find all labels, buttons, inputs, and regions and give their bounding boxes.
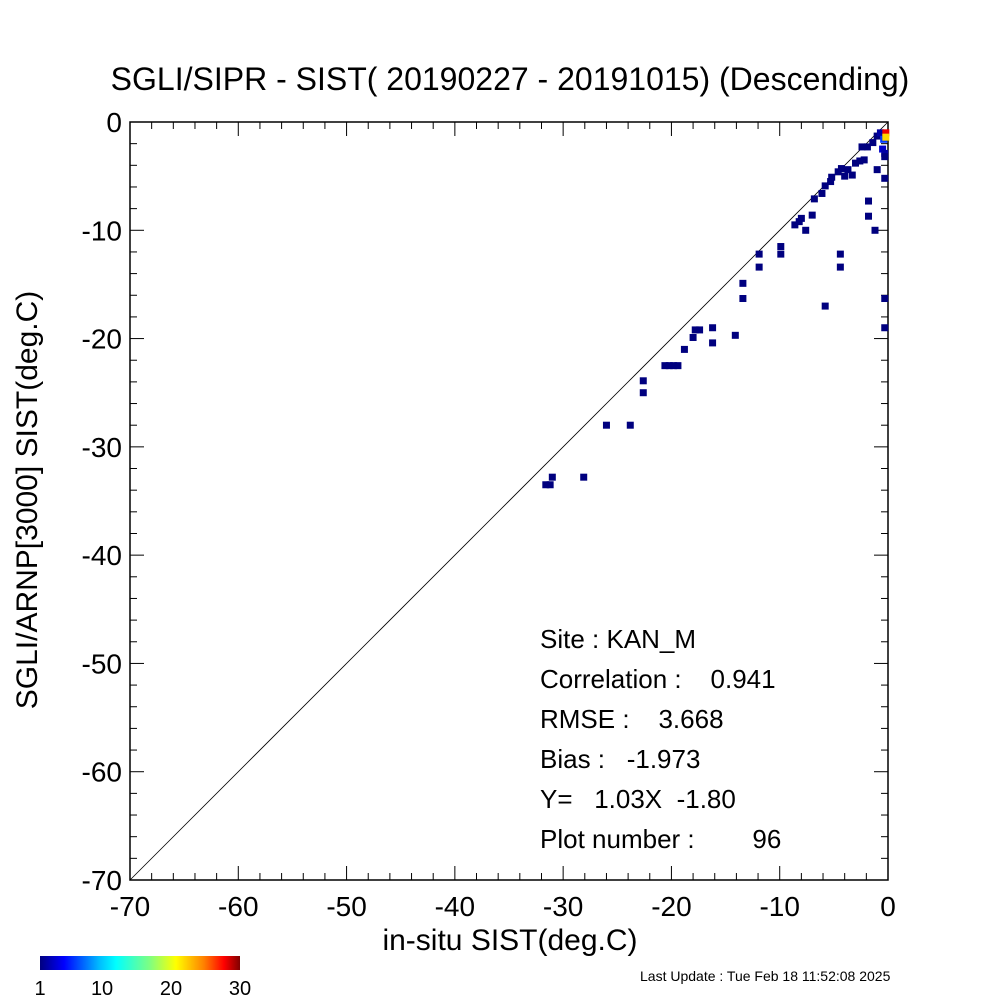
data-point [821, 302, 829, 310]
plot-area: -70 -60 -50 -40 -30 -20 -10 0 -70 -60 -50 -40 -30 -20… [82, 107, 896, 922]
data-point [873, 166, 881, 174]
data-point [777, 250, 785, 258]
equation-annotation: Y= 1.03X -1.80 [540, 784, 736, 814]
data-point [602, 421, 610, 429]
data-point [852, 159, 860, 167]
y-tick-label: 0 [106, 107, 122, 138]
data-point [828, 173, 836, 181]
y-tick-label: -60 [82, 757, 122, 788]
data-point [580, 473, 588, 481]
data-point [821, 182, 829, 190]
data-point [871, 226, 879, 234]
site-annotation: Site : KAN_M [540, 624, 696, 654]
data-point [876, 129, 884, 137]
x-tick-label: -60 [218, 891, 258, 922]
data-point [869, 139, 877, 147]
x-tick-label: -70 [110, 891, 150, 922]
data-point [808, 211, 816, 219]
data-point [696, 326, 704, 334]
data-point [882, 133, 890, 141]
data-point [802, 226, 810, 234]
one-to-one-line [129, 121, 889, 881]
data-point [639, 377, 647, 385]
data-point [709, 339, 717, 347]
x-tick-label: -20 [651, 891, 691, 922]
data-point [810, 195, 818, 203]
data-point [546, 481, 554, 489]
data-point [836, 250, 844, 258]
y-axis-label: SGLI/ARNP[3000] SIST(deg.C) [11, 291, 44, 710]
data-point [881, 295, 889, 303]
data-point [777, 243, 785, 251]
y-tick-label: -50 [82, 648, 122, 679]
data-point [626, 421, 634, 429]
annotation-block: Site : KAN_M Correlation : 0.941 RMSE : … [540, 624, 781, 854]
data-point [739, 295, 747, 303]
colorbar-ticks: 1 10 20 30 [34, 978, 251, 1000]
y-tick-label: -70 [82, 865, 122, 896]
data-point [881, 324, 889, 332]
colorbar [40, 956, 240, 970]
colorbar-tick-label: 30 [229, 978, 251, 1000]
data-point [856, 157, 864, 165]
colorbar-tick-label: 10 [91, 978, 113, 1000]
data-point [670, 362, 678, 370]
data-point [881, 174, 889, 182]
data-point [848, 171, 856, 179]
data-point [548, 473, 556, 481]
data-point [882, 129, 890, 137]
y-tick-label: -30 [82, 432, 122, 463]
colorbar-tick-label: 20 [160, 978, 182, 1000]
y-tick-label: -40 [82, 540, 122, 571]
data-point [881, 153, 889, 161]
x-axis-label: in-situ SIST(deg.C) [382, 924, 637, 957]
correlation-annotation: Correlation : 0.941 [540, 664, 776, 694]
x-tick-label: -50 [326, 891, 366, 922]
bias-annotation: Bias : -1.973 [540, 744, 700, 774]
data-point [639, 389, 647, 397]
plot-frame [129, 121, 889, 881]
data-point [844, 166, 852, 174]
data-point [865, 212, 873, 220]
data-point [860, 156, 868, 164]
data-point [665, 362, 673, 370]
plot-number-annotation: Plot number : 96 [540, 824, 781, 854]
data-point [661, 362, 669, 370]
y-tick-label: -20 [82, 324, 122, 355]
data-point [791, 221, 799, 229]
data-point [709, 324, 717, 332]
data-point [689, 333, 697, 341]
rmse-annotation: RMSE : 3.668 [540, 704, 724, 734]
data-point [680, 345, 688, 353]
data-point [691, 326, 699, 334]
data-point [818, 189, 826, 197]
data-point [837, 165, 845, 173]
data-point [739, 279, 747, 287]
data-point [755, 263, 763, 271]
x-tick-label: -10 [759, 891, 799, 922]
x-tick-label: -30 [543, 891, 583, 922]
data-point [755, 250, 763, 258]
x-tick-label: 0 [880, 891, 896, 922]
data-point [879, 145, 887, 153]
data-point [836, 263, 844, 271]
x-tick-label: -40 [435, 891, 475, 922]
data-point [542, 481, 550, 489]
data-point [827, 178, 835, 186]
chart-title: SGLI/SIPR - SIST( 20190227 - 20191015) (… [111, 61, 910, 97]
data-point [731, 331, 739, 339]
data-point [674, 362, 682, 370]
colorbar-tick-label: 1 [34, 978, 45, 1000]
data-point [858, 143, 866, 151]
data-point [797, 214, 805, 222]
data-point [863, 143, 871, 151]
data-point [865, 197, 873, 205]
y-tick-label: -10 [82, 215, 122, 246]
data-point [841, 172, 849, 180]
last-update-text: Last Update : Tue Feb 18 11:52:08 2025 [640, 968, 891, 984]
